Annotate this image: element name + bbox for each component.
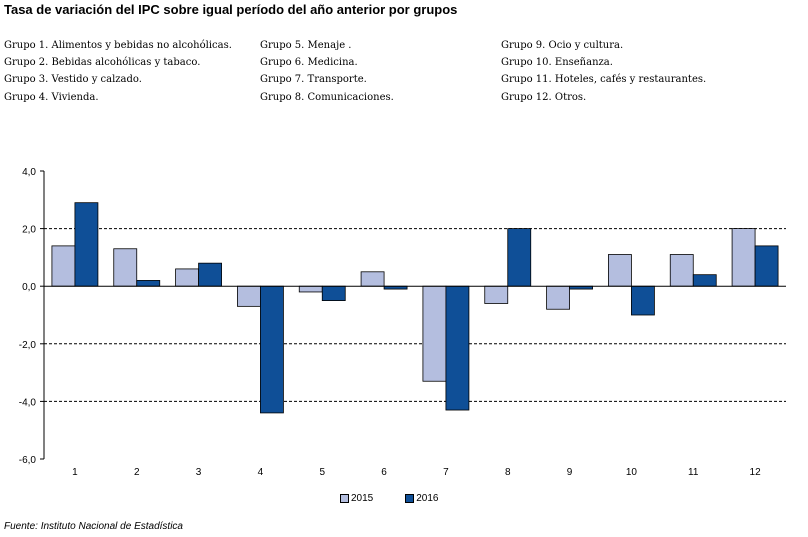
bar-2015-7 (422, 285, 447, 382)
x-tick-label: 8 (505, 467, 511, 478)
group-label: Grupo 4. Vivienda. (4, 91, 99, 103)
group-label: Grupo 5. Menaje . (260, 40, 352, 51)
group-label: Grupo 8. Comunicaciones. (260, 91, 394, 103)
x-tick-label: 6 (381, 467, 387, 478)
bar-2016-5 (321, 285, 346, 302)
bar-2015-1 (51, 245, 76, 287)
bar-2016-12 (754, 245, 779, 287)
bar-2015-4 (237, 285, 261, 307)
bar-2015-9 (546, 285, 570, 310)
source-note: Fuente: Instituto Nacional de Estadístic… (4, 521, 183, 532)
y-tick-label: -2,0 (19, 340, 37, 351)
bar-2016-2 (136, 280, 161, 287)
bar-2015-10 (608, 254, 632, 287)
bar-2016-3 (198, 262, 222, 287)
group-label: Grupo 9. Ocio y cultura. (501, 40, 624, 51)
x-tick-label: 12 (750, 467, 762, 478)
group-legend-column-2: Grupo 5. Menaje . Grupo 6. Medicina. Gru… (260, 37, 394, 106)
group-label: Grupo 6. Medicina. (260, 57, 358, 69)
y-tick-label: -4,0 (19, 397, 37, 408)
bar-2015-6 (360, 271, 385, 287)
group-label: Grupo 3. Vestido y calzado. (4, 74, 142, 86)
legend-label-2015: 2015 (351, 493, 374, 504)
bar-2016-4 (260, 285, 284, 414)
x-tick-label: 11 (688, 467, 699, 478)
group-label: Grupo 10. Enseñanza. (501, 57, 613, 69)
y-tick-label: 0,0 (22, 282, 36, 293)
legend-label-2016: 2016 (416, 493, 439, 504)
legend-item-2015: 2015 (340, 493, 373, 504)
group-legend-column-1: Grupo 1. Alimentos y bebidas no alcohóli… (4, 37, 232, 106)
y-tick-label: 2,0 (22, 225, 36, 236)
group-legend-column-3: Grupo 9. Ocio y cultura. Grupo 10. Enseñ… (501, 37, 706, 106)
bar-2016-8 (507, 228, 532, 287)
bar-2015-2 (113, 248, 138, 287)
legend-swatch-2015 (340, 494, 349, 503)
bar-2016-11 (692, 274, 717, 287)
x-tick-label: 1 (72, 467, 78, 478)
x-tick-label: 5 (319, 467, 325, 478)
group-label: Grupo 7. Transporte. (260, 74, 367, 86)
group-label: Grupo 1. Alimentos y bebidas no alcohóli… (4, 40, 232, 51)
x-tick-label: 7 (443, 467, 449, 478)
bar-2015-11 (669, 254, 694, 287)
x-tick-label: 4 (258, 467, 264, 478)
series-legend: 2015 2016 (340, 493, 471, 504)
bar-2016-10 (631, 285, 655, 316)
x-tick-label: 10 (626, 467, 638, 478)
group-label: Grupo 12. Otros. (501, 91, 587, 103)
x-tick-label: 9 (567, 467, 573, 478)
legend-item-2016: 2016 (405, 493, 439, 504)
bar-2015-8 (484, 285, 509, 304)
legend-swatch-2016 (405, 494, 415, 503)
bar-2016-1 (74, 202, 99, 287)
group-label: Grupo 2. Bebidas alcohólicas y tabaco. (4, 57, 201, 69)
bar-2016-7 (445, 285, 470, 411)
chart-title: Tasa de variación del IPC sobre igual pe… (4, 2, 458, 17)
x-tick-label: 2 (134, 467, 140, 478)
group-label: Grupo 11. Hoteles, cafés y restaurantes. (501, 74, 707, 86)
bar-2015-3 (175, 268, 199, 287)
bar-2015-5 (298, 285, 323, 293)
x-tick-label: 3 (196, 467, 202, 478)
bar-2015-12 (731, 228, 756, 287)
y-tick-label: 4,0 (22, 167, 36, 178)
y-tick-label: -6,0 (19, 455, 37, 466)
